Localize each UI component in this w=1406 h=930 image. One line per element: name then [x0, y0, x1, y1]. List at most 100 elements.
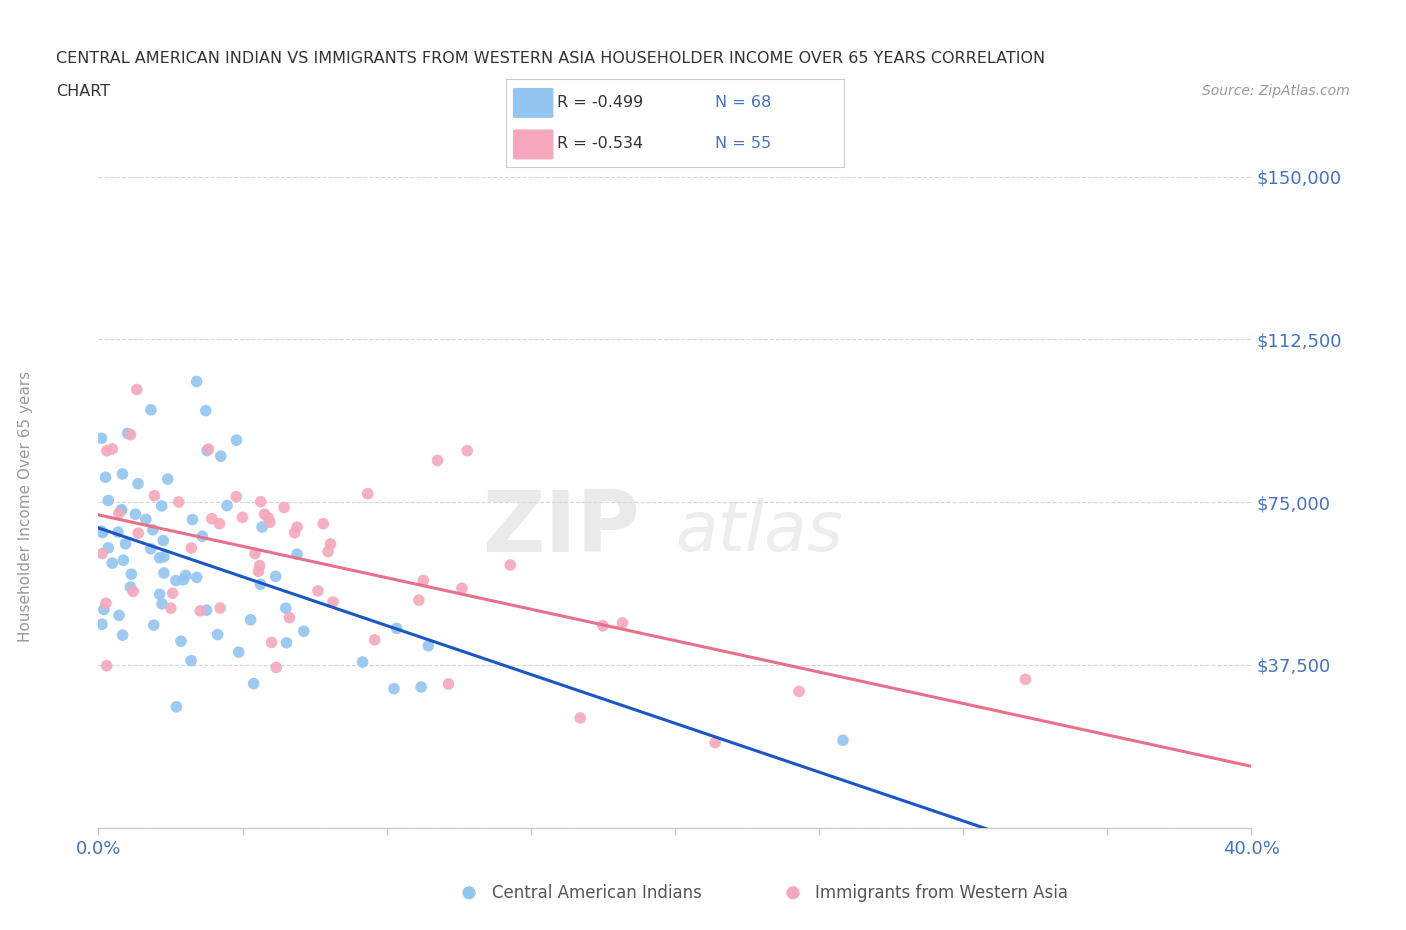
Point — [167, 495, 190, 510]
Point — [569, 711, 592, 725]
Text: Central American Indians: Central American Indians — [492, 884, 702, 902]
Point — [120, 427, 142, 442]
Point — [264, 660, 287, 675]
Point — [142, 618, 165, 632]
Text: atlas: atlas — [675, 498, 842, 565]
Point — [91, 525, 114, 540]
Point — [787, 684, 810, 698]
Point — [1014, 671, 1036, 686]
Point — [124, 507, 146, 522]
Point — [160, 601, 183, 616]
Point — [357, 486, 380, 501]
Point — [207, 627, 229, 642]
Point — [409, 680, 432, 695]
Point — [135, 512, 157, 526]
Point — [165, 573, 187, 588]
Point — [231, 510, 253, 525]
Point — [704, 735, 727, 750]
Point — [426, 453, 449, 468]
Point — [170, 633, 193, 648]
Point — [285, 547, 308, 562]
Point — [249, 558, 271, 573]
Point — [592, 618, 614, 633]
Point — [352, 655, 374, 670]
Point — [153, 550, 176, 565]
Point — [316, 544, 339, 559]
Point — [97, 540, 120, 555]
Point — [257, 511, 280, 525]
Point — [139, 541, 162, 556]
Point — [107, 506, 129, 521]
Point — [274, 601, 297, 616]
Point — [186, 570, 208, 585]
Point — [122, 584, 145, 599]
Point — [96, 658, 118, 673]
Point — [142, 523, 165, 538]
Point — [191, 529, 214, 544]
Point — [186, 374, 208, 389]
Point — [209, 448, 232, 463]
Point — [127, 525, 149, 540]
Point — [110, 503, 132, 518]
Point — [114, 537, 136, 551]
Point — [322, 594, 344, 609]
Point — [278, 610, 301, 625]
Point — [228, 644, 250, 659]
Point — [382, 681, 405, 696]
Point — [197, 442, 219, 457]
Point — [117, 426, 139, 441]
Point — [111, 467, 134, 482]
Point — [273, 500, 295, 515]
Point — [93, 602, 115, 617]
Point — [194, 404, 217, 418]
Text: Source: ZipAtlas.com: Source: ZipAtlas.com — [1202, 84, 1350, 98]
FancyBboxPatch shape — [513, 129, 554, 159]
Point — [253, 507, 276, 522]
Point — [127, 476, 149, 491]
Point — [110, 502, 132, 517]
Point — [832, 733, 855, 748]
Point — [94, 596, 117, 611]
Point — [249, 577, 271, 591]
Point — [456, 444, 478, 458]
Text: ZIP: ZIP — [482, 486, 640, 570]
Point — [139, 403, 162, 418]
Point — [276, 635, 298, 650]
Point — [149, 587, 172, 602]
Point — [201, 512, 224, 526]
Point — [101, 442, 124, 457]
Point — [108, 608, 131, 623]
Point — [499, 558, 522, 573]
Point — [120, 579, 142, 594]
Text: CHART: CHART — [56, 84, 110, 99]
Point — [250, 520, 273, 535]
Point — [150, 498, 173, 513]
Point — [195, 443, 218, 458]
Text: N = 68: N = 68 — [716, 96, 772, 111]
Point — [153, 565, 176, 580]
Point — [172, 572, 194, 587]
Point — [782, 885, 804, 900]
Point — [180, 653, 202, 668]
Point — [152, 533, 174, 548]
Point — [162, 586, 184, 601]
Point — [259, 515, 281, 530]
Point — [125, 382, 148, 397]
Point — [612, 616, 634, 631]
Point — [94, 470, 117, 485]
Point — [195, 603, 218, 618]
Point — [385, 621, 408, 636]
Point — [408, 592, 430, 607]
Point — [412, 573, 434, 588]
Text: Immigrants from Western Asia: Immigrants from Western Asia — [815, 884, 1069, 902]
Point — [239, 612, 262, 627]
Point — [363, 632, 385, 647]
Point — [165, 699, 187, 714]
Text: R = -0.499: R = -0.499 — [557, 96, 643, 111]
Point — [260, 635, 283, 650]
Point — [284, 525, 307, 540]
Point — [111, 628, 134, 643]
Point — [215, 498, 238, 513]
Point — [285, 520, 308, 535]
Point — [292, 624, 315, 639]
